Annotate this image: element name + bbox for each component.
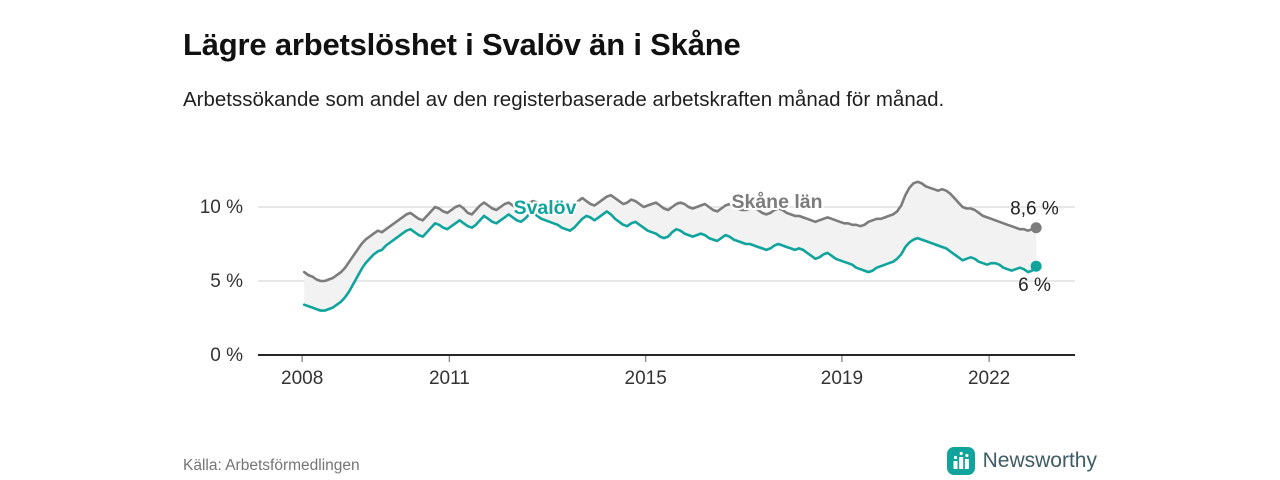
fill-between-series [304,181,1037,311]
y-tick-label-5: 5 % [210,271,243,292]
series-line-svalov [302,210,1038,312]
y-tick-label-10: 10 % [200,197,243,218]
end-dot-skane-lan [1030,222,1042,234]
newsworthy-logo[interactable]: Newsworthy [946,447,1097,475]
x-tick-label-2015: 2015 [625,368,667,389]
x-tick-label-2011: 2011 [429,368,470,389]
series-label-svalov: Svalöv [514,197,577,219]
series-label-skane-lan: Skåne län [731,190,822,213]
x-tick-label-2022: 2022 [968,368,1010,389]
y-tick-label-0: 0 % [210,345,243,366]
newsworthy-logo-text: Newsworthy [982,449,1097,472]
end-dot-svalov [1030,260,1042,272]
chart-subtitle: Arbetssökande som andel av den registerb… [183,87,945,111]
x-tick-label-2019: 2019 [821,368,863,389]
newsworthy-logo-icon [946,447,975,475]
x-tick-label-2008: 2008 [281,368,323,389]
end-label-skane-lan: 8,6 % [1010,199,1059,220]
series-line-skane-lan [302,180,1038,283]
end-label-svalov: 6 % [1018,275,1051,296]
page-title: Lägre arbetslöshet i Svalöv än i Skåne [183,26,741,62]
source-credit: Källa: Arbetsförmedlingen [183,457,360,474]
